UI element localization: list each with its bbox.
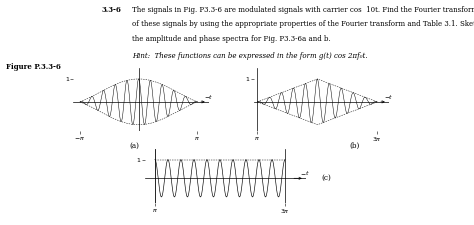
Text: $t$: $t$ [388,93,393,101]
Text: $t$: $t$ [305,169,310,177]
Text: of these signals by using the appropriate properties of the Fourier transform an: of these signals by using the appropriat… [132,20,474,28]
Text: $-$: $-$ [204,94,211,100]
Text: $-$: $-$ [384,94,391,100]
Text: 3.3-6: 3.3-6 [102,6,122,14]
Text: the amplitude and phase spectra for Fig. P3.3-6a and b.: the amplitude and phase spectra for Fig.… [132,35,330,43]
Text: The signals in Fig. P3.3-6 are modulated signals with carrier cos  10t. Find the: The signals in Fig. P3.3-6 are modulated… [132,6,474,14]
Text: (b): (b) [350,142,360,150]
Text: (c): (c) [322,174,332,182]
Text: (a): (a) [129,142,139,150]
Text: $t$: $t$ [208,93,213,101]
Text: Figure P.3.3-6: Figure P.3.3-6 [6,63,61,71]
Text: $-$: $-$ [300,171,306,176]
Text: Hint:  These functions can be expressed in the form g(t) cos 2πf₀t.: Hint: These functions can be expressed i… [132,52,367,60]
